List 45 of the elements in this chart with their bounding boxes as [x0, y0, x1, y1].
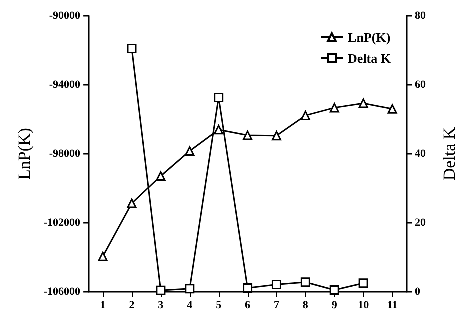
point: [214, 125, 224, 135]
x-tick-label: 5: [216, 300, 222, 312]
y2-axis-title: Delta K: [440, 126, 459, 181]
x-tick-label: 11: [387, 300, 398, 312]
x-tick-label: 10: [358, 300, 370, 312]
x-tick-label: 6: [245, 300, 252, 312]
x-tick-label: 2: [129, 300, 136, 312]
point: [156, 172, 166, 182]
x-tick-label: 3: [158, 300, 164, 312]
point: [98, 252, 108, 262]
x-tick-label: 1: [100, 300, 106, 312]
point: [127, 44, 137, 54]
legend-label: LnP(K): [348, 30, 391, 45]
point: [330, 286, 340, 296]
legend-label: Delta K: [348, 51, 392, 66]
x-tick-label: 9: [332, 300, 338, 312]
y-tick-label: -106000: [44, 286, 82, 298]
point: [243, 130, 253, 140]
point: [243, 283, 253, 293]
y2-tick-label: 80: [415, 10, 426, 22]
y-tick-label: -90000: [49, 10, 82, 22]
point: [330, 103, 340, 113]
y-axis-title: LnP(K): [15, 128, 34, 180]
y2-tick-label: 40: [415, 148, 426, 160]
point: [185, 284, 195, 294]
point: [272, 131, 282, 141]
point: [300, 278, 310, 288]
point: [300, 110, 310, 120]
y-tick-label: -98000: [49, 148, 82, 160]
x-tick-label: 8: [302, 300, 309, 312]
point: [388, 104, 398, 114]
point: [272, 280, 282, 290]
point: [358, 98, 368, 108]
y-tick-label: -94000: [49, 79, 82, 91]
y-tick-label: -102000: [44, 217, 82, 229]
y2-tick-label: 0: [415, 286, 421, 298]
point: [127, 198, 137, 208]
point: [358, 278, 368, 288]
y2-tick-label: 20: [415, 217, 426, 229]
point: [185, 146, 195, 156]
x-tick-label: 4: [187, 300, 194, 312]
y2-tick-label: 60: [415, 79, 426, 91]
x-tick-label: 7: [274, 300, 280, 312]
point: [156, 286, 166, 296]
point: [214, 93, 224, 103]
